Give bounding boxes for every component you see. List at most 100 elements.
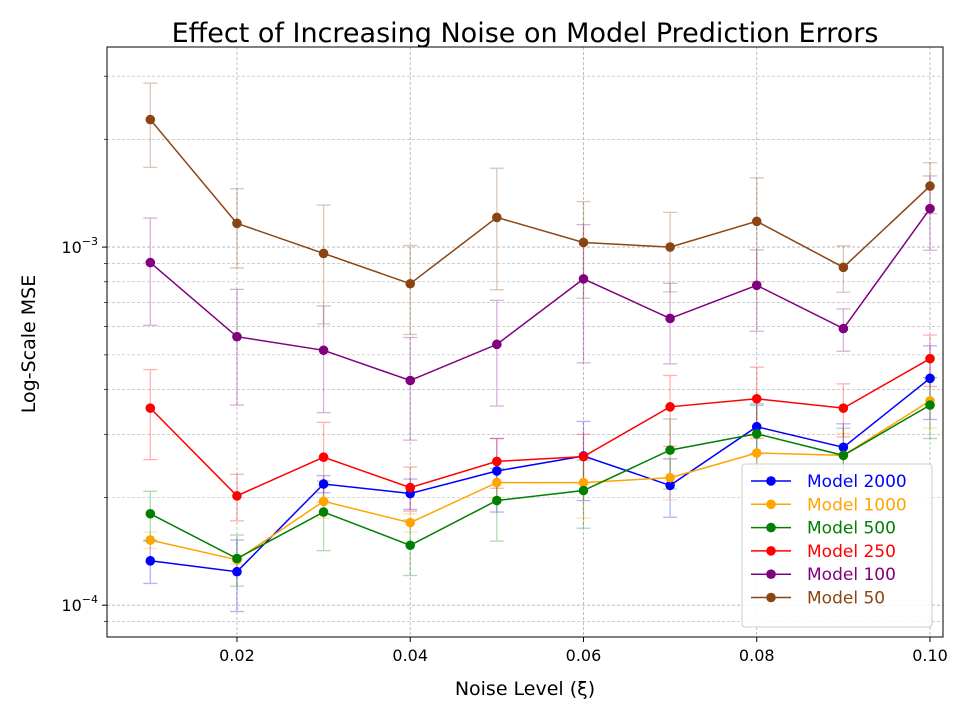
y-axis: 10−4 10−3 bbox=[61, 75, 107, 622]
data-point bbox=[232, 331, 242, 342]
error-bar bbox=[143, 368, 158, 461]
x-tick-label: 0.02 bbox=[219, 646, 255, 665]
data-point bbox=[751, 421, 762, 432]
data-point bbox=[665, 313, 675, 324]
legend-label: Model 500 bbox=[807, 519, 896, 539]
series-line bbox=[150, 400, 931, 561]
data-point bbox=[492, 466, 502, 476]
legend-label: Model 50 bbox=[807, 589, 885, 609]
data-point bbox=[318, 496, 329, 507]
series-line bbox=[150, 377, 931, 573]
y-axis-label: Log-Scale MSE bbox=[18, 275, 40, 413]
legend-label: Model 2000 bbox=[807, 472, 907, 492]
data-point bbox=[232, 491, 242, 501]
data-point bbox=[405, 482, 416, 493]
x-tick-label: 0.08 bbox=[739, 646, 775, 665]
legend-label: Model 100 bbox=[807, 565, 896, 585]
data-point bbox=[751, 280, 762, 291]
error-bars bbox=[143, 82, 938, 613]
data-point bbox=[145, 535, 156, 545]
data-point bbox=[838, 323, 849, 334]
x-tick-label: 0.10 bbox=[912, 646, 948, 665]
legend: Model 2000 Model 1000 Model 500 Model 250 Mo… bbox=[741, 463, 933, 628]
legend-label: Model 1000 bbox=[807, 495, 907, 515]
data-point bbox=[665, 445, 675, 455]
error-bar bbox=[229, 288, 244, 406]
data-point bbox=[665, 472, 675, 483]
data-point bbox=[232, 218, 242, 229]
data-point bbox=[145, 257, 156, 268]
data-point bbox=[925, 181, 935, 191]
x-tick-label: 0.06 bbox=[566, 646, 602, 665]
data-point bbox=[492, 477, 502, 488]
data-point bbox=[318, 507, 329, 517]
data-point bbox=[578, 451, 589, 462]
data-point bbox=[838, 450, 849, 461]
x-axis-label: Noise Level (ξ) bbox=[455, 678, 595, 700]
data-point bbox=[145, 403, 156, 413]
series-line bbox=[149, 208, 931, 382]
data-point bbox=[578, 485, 589, 496]
legend-label: Model 250 bbox=[807, 542, 896, 562]
error-bar bbox=[749, 249, 764, 332]
data-point bbox=[665, 402, 675, 412]
data-point bbox=[232, 566, 242, 577]
data-point bbox=[492, 339, 502, 350]
data-point bbox=[145, 508, 156, 519]
series-line bbox=[149, 358, 931, 497]
error-bar bbox=[403, 244, 418, 336]
series-lines bbox=[145, 114, 935, 577]
error-bar bbox=[663, 282, 678, 365]
legend-marker bbox=[766, 569, 776, 579]
error-bar bbox=[143, 217, 158, 326]
data-point bbox=[838, 262, 849, 273]
data-point bbox=[925, 373, 935, 384]
error-bar bbox=[489, 167, 504, 291]
legend-marker bbox=[766, 522, 776, 533]
error-bar bbox=[663, 211, 678, 293]
legend-marker bbox=[766, 546, 776, 556]
plot-border bbox=[106, 46, 944, 638]
data-point bbox=[405, 278, 416, 289]
data-point bbox=[318, 248, 329, 259]
error-bar bbox=[576, 224, 591, 364]
data-point bbox=[318, 345, 329, 356]
data-point bbox=[665, 480, 675, 491]
data-point bbox=[578, 274, 589, 284]
data-point bbox=[492, 456, 502, 467]
data-point bbox=[145, 556, 156, 566]
error-bar bbox=[143, 82, 158, 168]
data-point bbox=[751, 448, 762, 458]
data-point bbox=[751, 216, 762, 227]
x-tick-label: 0.04 bbox=[392, 646, 428, 665]
error-bar bbox=[489, 299, 504, 407]
legend-marker bbox=[766, 499, 776, 510]
x-axis: 0.02 0.04 0.06 0.08 0.10 bbox=[219, 637, 948, 665]
data-point bbox=[751, 393, 762, 404]
data-point bbox=[751, 429, 762, 439]
data-point bbox=[838, 403, 849, 413]
error-bar bbox=[229, 188, 244, 269]
data-point bbox=[838, 442, 849, 453]
legend-marker bbox=[766, 476, 776, 486]
y-tick-label: 10−4 bbox=[61, 593, 98, 615]
data-point bbox=[492, 212, 502, 223]
data-point bbox=[925, 353, 935, 364]
data-point bbox=[145, 114, 156, 125]
error-bar bbox=[316, 305, 331, 414]
plot-frame bbox=[106, 46, 944, 638]
data-point bbox=[492, 495, 502, 506]
error-bar bbox=[403, 336, 418, 441]
y-tick-label: 10−3 bbox=[61, 235, 98, 257]
error-bar bbox=[316, 204, 331, 325]
series-line bbox=[149, 119, 931, 285]
data-point bbox=[318, 479, 329, 489]
data-point bbox=[578, 477, 589, 488]
chart-title: Effect of Increasing Noise on Model Pred… bbox=[172, 18, 879, 49]
data-point bbox=[665, 242, 675, 252]
data-point bbox=[318, 452, 329, 462]
data-point bbox=[925, 203, 935, 214]
series-line bbox=[149, 404, 931, 560]
data-point bbox=[232, 553, 242, 564]
